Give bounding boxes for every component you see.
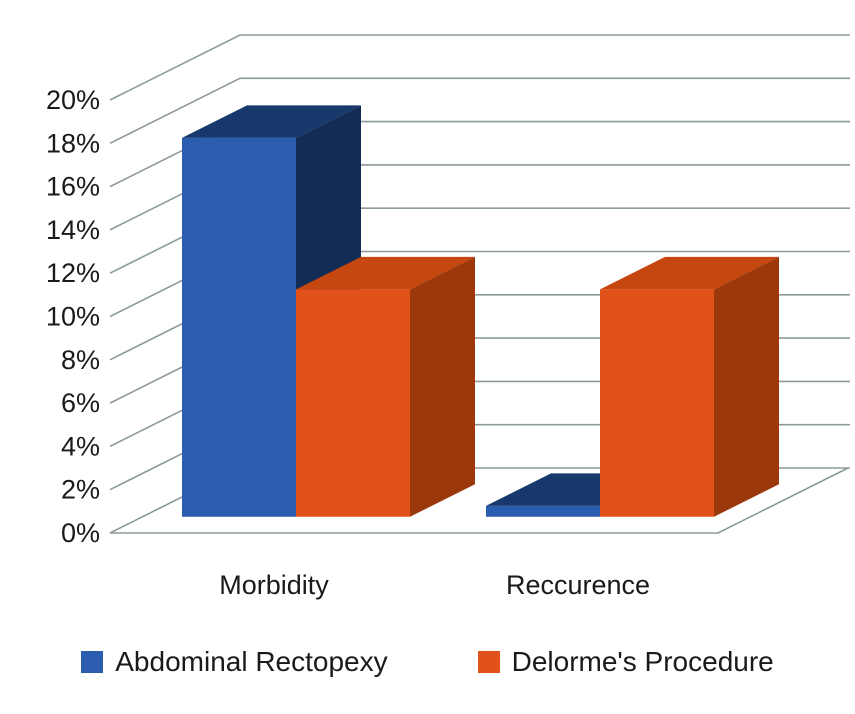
bar-front-face [600,289,714,517]
bar-delorme-s-procedure-morbidity [296,256,475,517]
gridline-18pct [109,77,850,145]
y-axis-label-14: 14% [46,215,100,245]
x-axis-label-reccurence: Reccurence [506,570,650,600]
bar-top-face [182,105,361,138]
floor-front-edge [110,467,849,534]
legend-label-abdominal-rectopexy: Abdominal Rectopexy [115,646,388,677]
legend: Abdominal Rectopexy Delorme's Procedure [0,646,855,678]
legend-item-abdominal-rectopexy: Abdominal Rectopexy [81,646,388,678]
chart-canvas: 0% 2% 4% 6% 8% 10% 12% 14% 16% 18% 20% Morbidity Rec… [46,34,850,600]
y-axis-label-6: 6% [61,388,100,418]
legend-label-delormes-procedure: Delorme's Procedure [511,646,774,677]
bar-delorme-s-procedure-reccurence [600,256,779,517]
bar-front-face [486,505,600,517]
bar-side-face [714,256,779,517]
bar-front-face [296,289,410,517]
gridline-20pct [109,34,850,101]
x-axis-label-morbidity: Morbidity [219,570,329,600]
y-axis-label-18: 18% [46,128,100,158]
bar-top-face [296,256,475,290]
y-axis-label-16: 16% [46,172,100,202]
y-axis-label-4: 4% [61,431,100,461]
legend-item-delormes-procedure: Delorme's Procedure [477,646,774,678]
bar-front-face [182,137,296,517]
bar-side-face [410,256,475,517]
legend-swatch-abdominal-rectopexy [81,651,104,673]
y-axis-label-10: 10% [46,302,100,332]
bar-top-face [600,256,779,290]
legend-swatch-delormes-procedure [477,651,500,673]
y-axis-label-8: 8% [61,345,100,375]
y-axis-label-2: 2% [61,475,100,505]
y-axis-label-20: 20% [46,85,100,115]
y-axis-label-12: 12% [46,258,100,288]
y-axis-label-0: 0% [61,518,100,548]
chart-container: 0% 2% 4% 6% 8% 10% 12% 14% 16% 18% 20% Morbidity Rec… [0,34,855,678]
